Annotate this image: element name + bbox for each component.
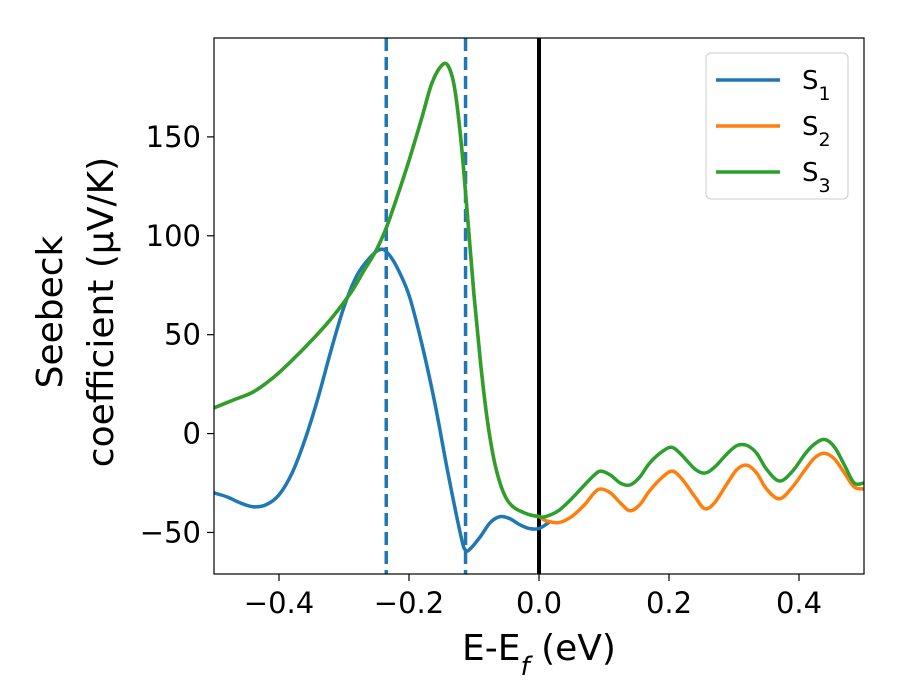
x-tick-label: 0.4 <box>776 586 822 620</box>
x-axis-label-main: E-E <box>462 628 520 669</box>
x-tick-label: −0.4 <box>244 586 314 620</box>
y-tick-label: −50 <box>140 515 201 549</box>
y-tick-label: 100 <box>146 219 201 253</box>
x-axis-label-unit: (eV) <box>530 628 616 669</box>
y-tick-label: 50 <box>164 318 201 352</box>
series-line-s3 <box>214 61 864 519</box>
reference-lines <box>384 38 541 574</box>
y-tick-label: 0 <box>183 417 201 451</box>
legend-label-s2: S2 <box>802 112 831 151</box>
y-tick-label: 150 <box>146 120 201 154</box>
x-axis-ticks: −0.4 −0.2 0.0 0.2 0.4 <box>244 574 822 620</box>
legend: S1 S2 S3 <box>705 52 849 200</box>
y-axis-label-line1: Seebeck <box>30 235 71 388</box>
y-axis-ticks: −50 0 50 100 150 <box>140 120 214 549</box>
y-axis-label-line2: coefficient (μV/K) <box>81 157 122 467</box>
legend-label-s3: S3 <box>802 158 831 197</box>
x-tick-label: −0.2 <box>374 586 444 620</box>
x-tick-label: 0.0 <box>516 586 562 620</box>
x-tick-label: 0.2 <box>646 586 692 620</box>
series-line-s1 <box>214 247 551 553</box>
legend-label-s1: S1 <box>802 66 831 105</box>
x-axis-label: E-Ef (eV) <box>462 628 616 682</box>
series-group <box>214 61 864 553</box>
